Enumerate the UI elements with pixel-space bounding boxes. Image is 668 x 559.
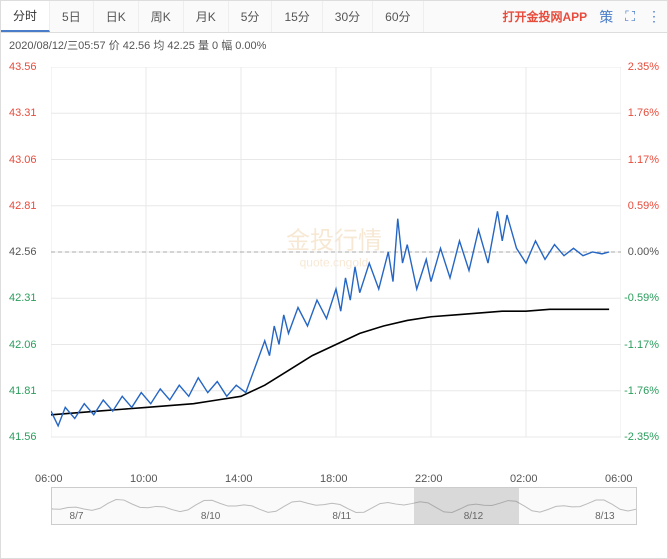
- x-tick: 02:00: [510, 473, 538, 485]
- y-left-tick: 43.56: [9, 61, 37, 73]
- tab-月K[interactable]: 月K: [184, 1, 229, 32]
- y-right-tick: 2.35%: [628, 61, 659, 73]
- y-left-tick: 41.81: [9, 385, 37, 397]
- y-left-tick: 43.06: [9, 154, 37, 166]
- y-left-tick: 42.56: [9, 246, 37, 258]
- y-left-tick: 43.31: [9, 107, 37, 119]
- tab-bar: 分时5日日K周K月K5分15分30分60分 打开金投网APP 策 ⛶ ⋮: [1, 1, 667, 33]
- y-right-tick: 0.00%: [628, 246, 659, 258]
- y-right-tick: 1.17%: [628, 154, 659, 166]
- tab-5分[interactable]: 5分: [229, 1, 273, 32]
- more-icon[interactable]: ⋮: [641, 8, 667, 25]
- price-chart: [51, 67, 621, 487]
- x-tick: 06:00: [35, 473, 63, 485]
- mini-timeline[interactable]: 8/7 8/10 8/11 8/12 8/13: [51, 487, 637, 525]
- mini-date-label: 8/7: [70, 511, 84, 522]
- fullscreen-icon[interactable]: ⛶: [619, 8, 641, 25]
- y-right-tick: -1.76%: [624, 385, 659, 397]
- mini-date-label: 8/11: [332, 511, 351, 522]
- y-right-tick: -0.59%: [624, 292, 659, 304]
- y-right-tick: 0.59%: [628, 200, 659, 212]
- extra-label[interactable]: 策: [593, 7, 619, 27]
- x-tick: 22:00: [415, 473, 443, 485]
- info-bar: 2020/08/12/三05:57 价 42.56 均 42.25 量 0 幅 …: [1, 33, 667, 57]
- x-tick: 10:00: [130, 473, 158, 485]
- y-left-tick: 41.56: [9, 431, 37, 443]
- mini-date-label: 8/12: [464, 511, 483, 522]
- tab-60分[interactable]: 60分: [373, 1, 423, 32]
- open-app-link[interactable]: 打开金投网APP: [497, 8, 594, 25]
- x-tick: 14:00: [225, 473, 253, 485]
- y-right-tick: -2.35%: [624, 431, 659, 443]
- mini-date-label: 8/13: [595, 511, 614, 522]
- tab-分时[interactable]: 分时: [1, 1, 50, 32]
- y-left-tick: 42.31: [9, 292, 37, 304]
- x-tick: 06:00: [605, 473, 633, 485]
- y-right-tick: 1.76%: [628, 107, 659, 119]
- tab-15分[interactable]: 15分: [272, 1, 322, 32]
- chart-area: 金投行情 quote.cngold 43.5643.3143.0642.8142…: [1, 57, 667, 527]
- tab-日K[interactable]: 日K: [94, 1, 139, 32]
- tab-5日[interactable]: 5日: [50, 1, 94, 32]
- tab-周K[interactable]: 周K: [139, 1, 184, 32]
- y-left-tick: 42.06: [9, 339, 37, 351]
- tab-30分[interactable]: 30分: [323, 1, 373, 32]
- y-left-tick: 42.81: [9, 200, 37, 212]
- mini-date-label: 8/10: [201, 511, 220, 522]
- y-right-tick: -1.17%: [624, 339, 659, 351]
- x-tick: 18:00: [320, 473, 348, 485]
